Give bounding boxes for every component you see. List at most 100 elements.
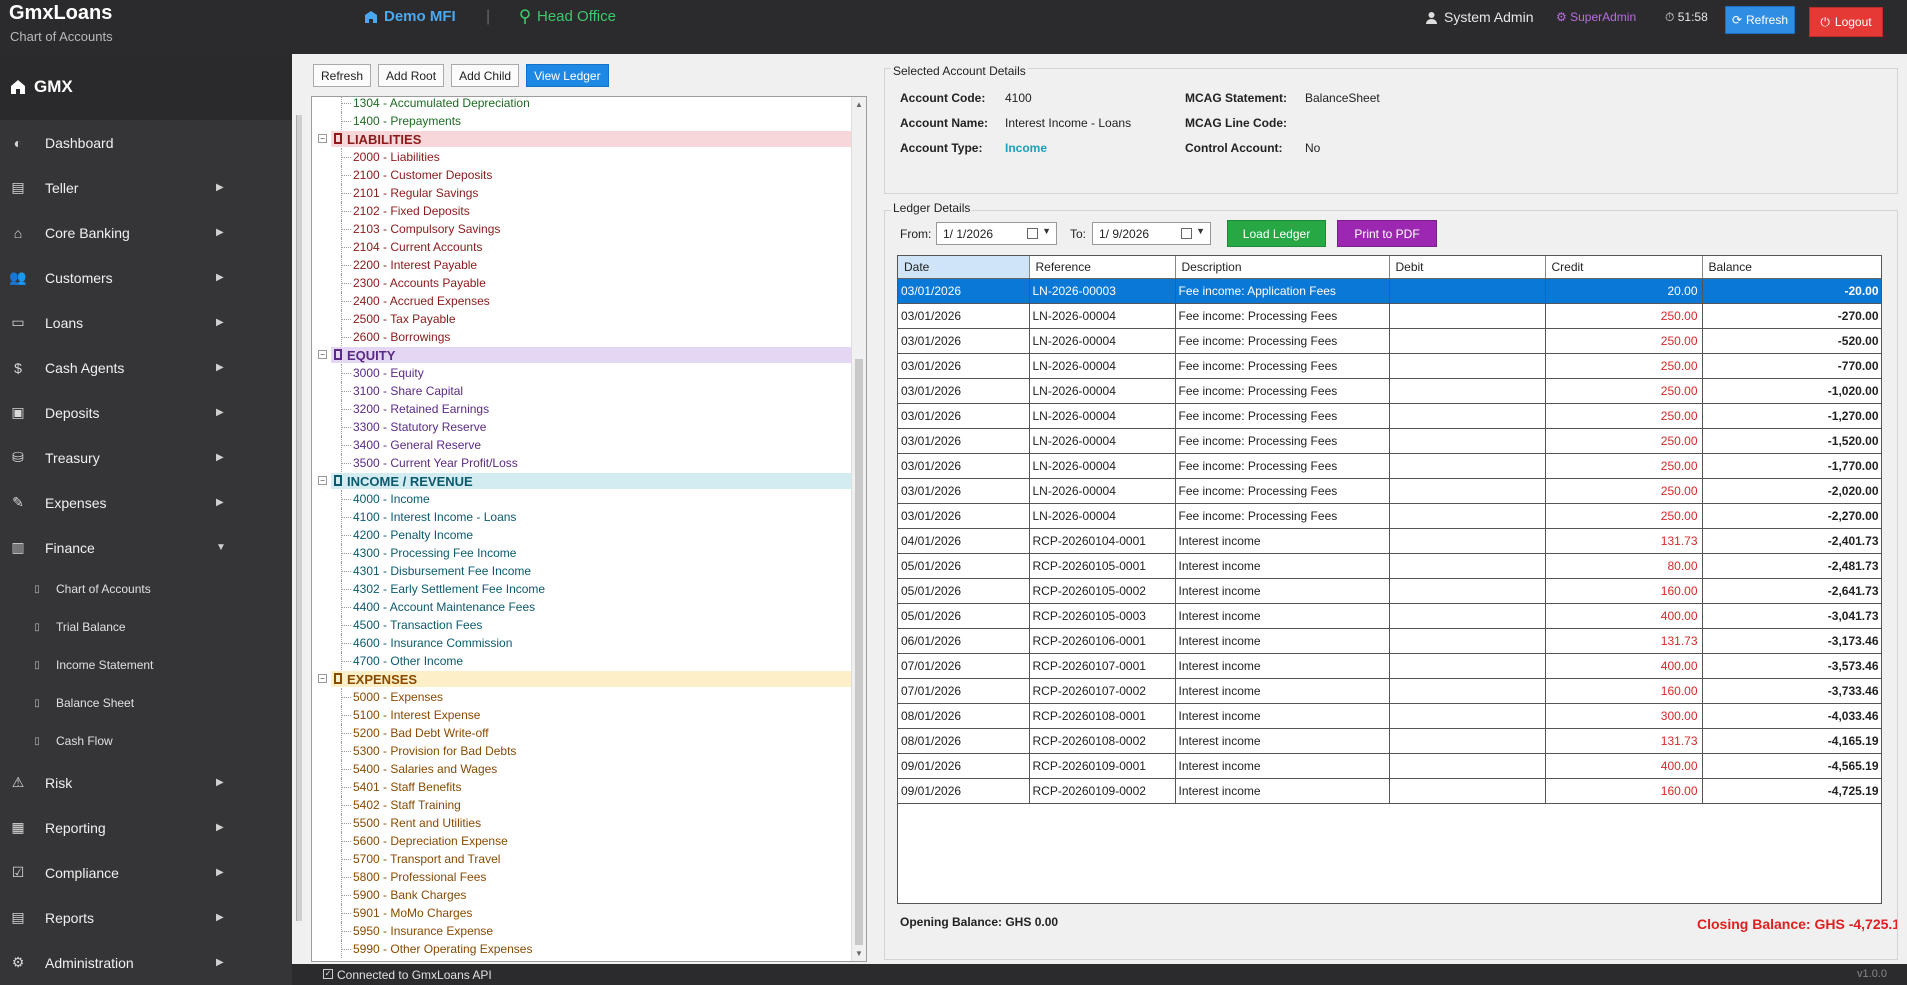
tree-scroll-thumb[interactable] xyxy=(855,359,863,945)
tree-node[interactable]: 4500 - Transaction Fees xyxy=(312,616,852,634)
table-row[interactable]: 03/01/2026 LN-2026-00004 Fee income: Proce… xyxy=(898,428,1881,454)
tree-node[interactable]: 2500 - Tax Payable xyxy=(312,310,852,328)
calendar-icon[interactable] xyxy=(1181,228,1192,239)
scroll-up-icon[interactable]: ▲ xyxy=(855,100,863,109)
table-row[interactable]: 03/01/2026 LN-2026-00004 Fee income: Proce… xyxy=(898,378,1881,404)
column-header-date[interactable]: Date xyxy=(898,256,1030,279)
tree-node[interactable]: 4000 - Income xyxy=(312,490,852,508)
sidebar-item-loans[interactable]: ▭ Loans ▶ xyxy=(0,300,292,345)
tree-node[interactable]: 2101 - Regular Savings xyxy=(312,184,852,202)
tree-node[interactable]: 5901 - MoMo Charges xyxy=(312,904,852,922)
sidebar-item-administration[interactable]: ⚙ Administration ▶ xyxy=(0,940,292,985)
tree-node[interactable]: 5200 - Bad Debt Write-off xyxy=(312,724,852,742)
table-row[interactable]: 05/01/2026 RCP-20260105-0001 Interest inco… xyxy=(898,553,1881,579)
tree-node[interactable]: 5400 - Salaries and Wages xyxy=(312,760,852,778)
sidebar-subitem-income-statement[interactable]: ▯ Income Statement xyxy=(0,646,292,684)
sidebar-item-core-banking[interactable]: ⌂ Core Banking ▶ xyxy=(0,210,292,255)
sidebar-brand[interactable]: GMX xyxy=(0,54,292,120)
table-row[interactable]: 08/01/2026 RCP-20260108-0002 Interest inco… xyxy=(898,728,1881,754)
sidebar-item-teller[interactable]: ▤ Teller ▶ xyxy=(0,165,292,210)
logout-button[interactable]: ⏻ Logout xyxy=(1809,7,1883,37)
collapse-toggle-icon[interactable]: − xyxy=(318,350,327,359)
tree-node[interactable]: 5800 - Professional Fees xyxy=(312,868,852,886)
sidebar-item-reports[interactable]: ▤ Reports ▶ xyxy=(0,895,292,940)
table-row[interactable]: 03/01/2026 LN-2026-00004 Fee income: Proce… xyxy=(898,403,1881,429)
sidebar-subitem-cash-flow[interactable]: ▯ Cash Flow xyxy=(0,722,292,760)
collapse-toggle-icon[interactable]: − xyxy=(318,674,327,683)
sidebar-item-dashboard[interactable]: ◐ Dashboard xyxy=(0,120,292,165)
scroll-down-icon[interactable]: ▼ xyxy=(855,949,863,958)
tree-node[interactable]: 5401 - Staff Benefits xyxy=(312,778,852,796)
table-row[interactable]: 08/01/2026 RCP-20260108-0001 Interest inco… xyxy=(898,703,1881,729)
tree-node[interactable]: 2102 - Fixed Deposits xyxy=(312,202,852,220)
column-header-credit[interactable]: Credit xyxy=(1545,256,1703,279)
sidebar-subitem-balance-sheet[interactable]: ▯ Balance Sheet xyxy=(0,684,292,722)
tree-node[interactable]: 4302 - Early Settlement Fee Income xyxy=(312,580,852,598)
table-row[interactable]: 04/01/2026 RCP-20260104-0001 Interest inco… xyxy=(898,528,1881,554)
tree-node[interactable]: 3200 - Retained Earnings xyxy=(312,400,852,418)
table-row[interactable]: 05/01/2026 RCP-20260105-0002 Interest inco… xyxy=(898,578,1881,604)
add-child-button[interactable]: Add Child xyxy=(451,64,520,87)
tree-node[interactable]: 1304 - Accumulated Depreciation xyxy=(312,97,852,112)
tree-node[interactable]: 2300 - Accounts Payable xyxy=(312,274,852,292)
column-header-reference[interactable]: Reference xyxy=(1029,256,1176,279)
sidebar-item-treasury[interactable]: ⛁ Treasury ▶ xyxy=(0,435,292,480)
tree-node[interactable]: 5500 - Rent and Utilities xyxy=(312,814,852,832)
tree-node[interactable]: 2000 - Liabilities xyxy=(312,148,852,166)
tree-node[interactable]: 3500 - Current Year Profit/Loss xyxy=(312,454,852,472)
column-header-balance[interactable]: Balance xyxy=(1702,256,1881,279)
tree-refresh-button[interactable]: Refresh xyxy=(313,64,372,87)
tree-node[interactable]: 5600 - Depreciation Expense xyxy=(312,832,852,850)
chevron-down-icon[interactable]: ▼ xyxy=(1196,226,1205,236)
print-pdf-button[interactable]: Print to PDF xyxy=(1337,220,1437,247)
tree-node[interactable]: 2600 - Borrowings xyxy=(312,328,852,346)
chevron-down-icon[interactable]: ▼ xyxy=(1042,226,1051,236)
tree-node[interactable]: 5990 - Other Operating Expenses xyxy=(312,940,852,958)
tree-node[interactable]: 4700 - Other Income xyxy=(312,652,852,670)
table-row[interactable]: 06/01/2026 RCP-20260106-0001 Interest inco… xyxy=(898,628,1881,654)
table-row[interactable]: 03/01/2026 LN-2026-00003 Fee income: Appli… xyxy=(898,278,1881,304)
sidebar-item-compliance[interactable]: ☑ Compliance ▶ xyxy=(0,850,292,895)
branch-selector[interactable]: Head Office xyxy=(519,8,616,25)
table-row[interactable]: 09/01/2026 RCP-20260109-0002 Interest inco… xyxy=(898,778,1881,804)
table-row[interactable]: 03/01/2026 LN-2026-00004 Fee income: Proce… xyxy=(898,503,1881,529)
table-row[interactable]: 07/01/2026 RCP-20260107-0002 Interest inco… xyxy=(898,678,1881,704)
tree-category[interactable]: − INCOME / REVENUE xyxy=(312,472,860,490)
view-ledger-button[interactable]: View Ledger xyxy=(526,64,609,87)
tree-node[interactable]: 3100 - Share Capital xyxy=(312,382,852,400)
tree-node[interactable]: 5000 - Expenses xyxy=(312,688,852,706)
collapse-toggle-icon[interactable]: − xyxy=(318,476,327,485)
table-row[interactable]: 03/01/2026 LN-2026-00004 Fee income: Proce… xyxy=(898,353,1881,379)
sidebar-item-expenses[interactable]: ✎ Expenses ▶ xyxy=(0,480,292,525)
sidebar-scrollbar[interactable] xyxy=(296,115,302,921)
add-root-button[interactable]: Add Root xyxy=(378,64,445,87)
ledger-grid[interactable]: Date Reference Description Debit Credit Balan… xyxy=(897,255,1882,904)
table-row[interactable]: 03/01/2026 LN-2026-00004 Fee income: Proce… xyxy=(898,478,1881,504)
tree-node[interactable]: 2400 - Accrued Expenses xyxy=(312,292,852,310)
sidebar-item-cash-agents[interactable]: $ Cash Agents ▶ xyxy=(0,345,292,390)
sidebar-subitem-trial-balance[interactable]: ▯ Trial Balance xyxy=(0,608,292,646)
tree-node[interactable]: 4600 - Insurance Commission xyxy=(312,634,852,652)
tree-node[interactable]: 4100 - Interest Income - Loans xyxy=(312,508,852,526)
tree-category[interactable]: − EQUITY xyxy=(312,346,860,364)
tree-node[interactable]: 3300 - Statutory Reserve xyxy=(312,418,852,436)
tree-node[interactable]: 5700 - Transport and Travel xyxy=(312,850,852,868)
sidebar-item-customers[interactable]: 👥 Customers ▶ xyxy=(0,255,292,300)
table-row[interactable]: 03/01/2026 LN-2026-00004 Fee income: Proce… xyxy=(898,303,1881,329)
tree-node[interactable]: 3400 - General Reserve xyxy=(312,436,852,454)
tree-category[interactable]: − EXPENSES xyxy=(312,670,860,688)
table-row[interactable]: 03/01/2026 LN-2026-00004 Fee income: Proce… xyxy=(898,328,1881,354)
tree-node[interactable]: 4301 - Disbursement Fee Income xyxy=(312,562,852,580)
tree-category[interactable]: − LIABILITIES xyxy=(312,130,860,148)
sidebar-item-reporting[interactable]: ▦ Reporting ▶ xyxy=(0,805,292,850)
tree-node[interactable]: 3000 - Equity xyxy=(312,364,852,382)
from-date-picker[interactable]: 1/ 1/2026 ▼ xyxy=(936,222,1057,245)
tree-node[interactable]: 5100 - Interest Expense xyxy=(312,706,852,724)
sidebar-item-deposits[interactable]: ▣ Deposits ▶ xyxy=(0,390,292,435)
accounts-tree[interactable]: 1304 - Accumulated Depreciation 1400 - Pr… xyxy=(311,96,867,962)
table-row[interactable]: 07/01/2026 RCP-20260107-0001 Interest inco… xyxy=(898,653,1881,679)
tree-node[interactable]: 5900 - Bank Charges xyxy=(312,886,852,904)
tree-node[interactable]: 5950 - Insurance Expense xyxy=(312,922,852,940)
to-date-picker[interactable]: 1/ 9/2026 ▼ xyxy=(1092,222,1211,245)
column-header-description[interactable]: Description xyxy=(1175,256,1390,279)
